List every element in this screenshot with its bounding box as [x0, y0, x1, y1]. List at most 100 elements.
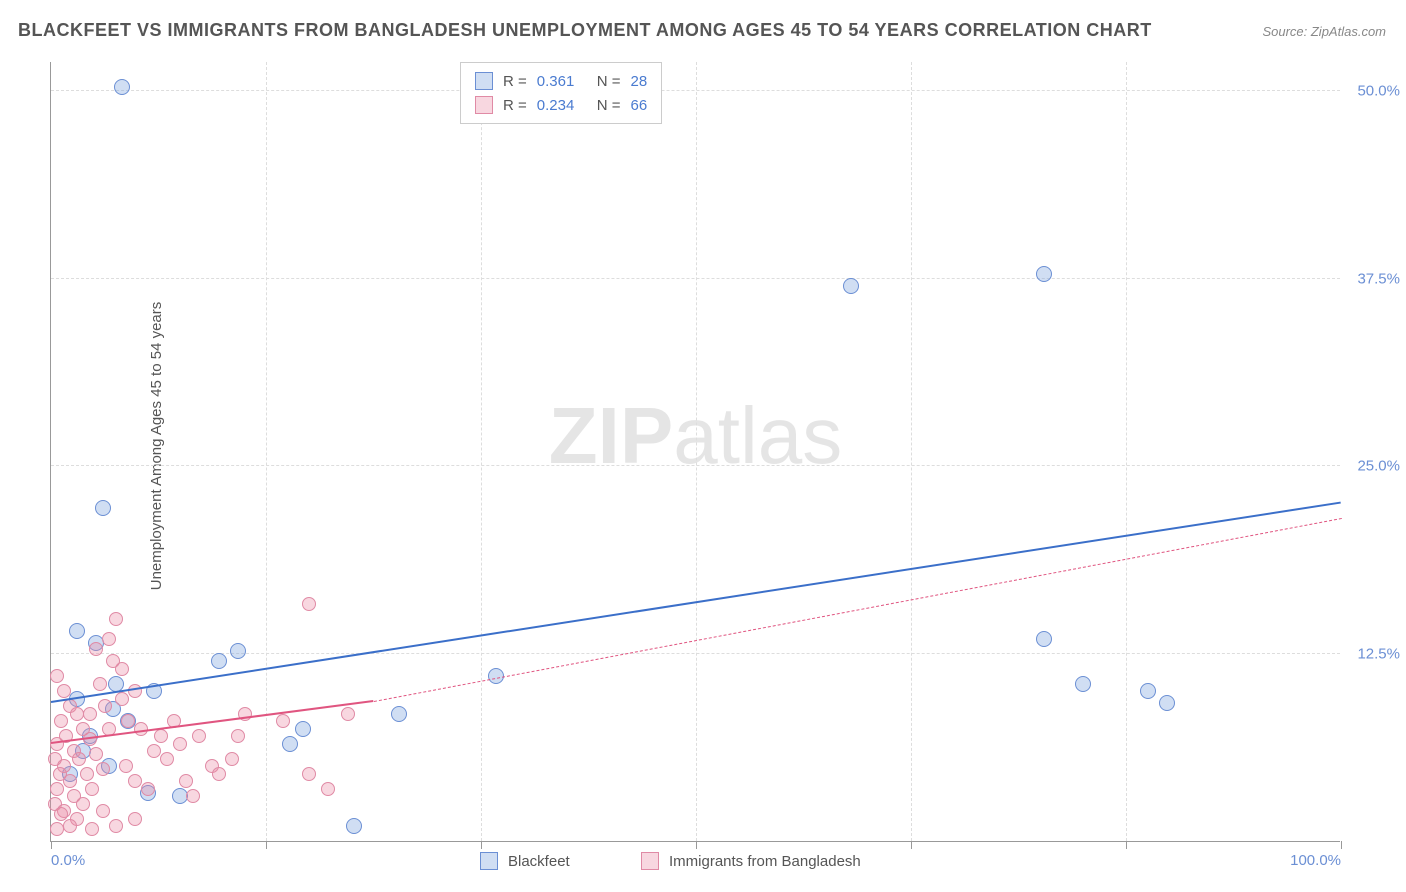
scatter-point [54, 714, 68, 728]
x-tick [481, 841, 482, 849]
r-label: R = [503, 73, 527, 90]
scatter-point [141, 782, 155, 796]
legend-swatch [480, 852, 498, 870]
y-tick-label: 50.0% [1345, 83, 1400, 100]
scatter-point [173, 737, 187, 751]
scatter-point [114, 79, 130, 95]
r-value: 0.361 [537, 73, 587, 90]
scatter-point [212, 767, 226, 781]
y-tick-label: 25.0% [1345, 458, 1400, 475]
scatter-point [231, 729, 245, 743]
scatter-point [128, 684, 142, 698]
plot-area: ZIPatlas 12.5%25.0%37.5%50.0%0.0%100.0% [50, 62, 1340, 842]
scatter-point [72, 752, 86, 766]
scatter-point [54, 807, 68, 821]
scatter-point [1159, 695, 1175, 711]
x-tick [51, 841, 52, 849]
scatter-point [63, 774, 77, 788]
scatter-point [186, 789, 200, 803]
y-tick-label: 12.5% [1345, 645, 1400, 662]
x-tick [1126, 841, 1127, 849]
scatter-point [109, 612, 123, 626]
scatter-point [50, 822, 64, 836]
gridline-v [1126, 62, 1127, 841]
scatter-point [89, 747, 103, 761]
scatter-point [1036, 266, 1052, 282]
scatter-point [57, 684, 71, 698]
legend-row: R = 0.361 N = 28 [475, 69, 647, 93]
scatter-point [192, 729, 206, 743]
scatter-point [302, 767, 316, 781]
legend-swatch [641, 852, 659, 870]
scatter-point [302, 597, 316, 611]
gridline-v [266, 62, 267, 841]
scatter-point [843, 278, 859, 294]
scatter-point [391, 706, 407, 722]
scatter-point [276, 714, 290, 728]
scatter-point [1140, 683, 1156, 699]
r-value: 0.234 [537, 97, 587, 114]
n-value: 28 [631, 73, 648, 90]
trend-line [373, 518, 1341, 702]
scatter-point [76, 797, 90, 811]
scatter-point [211, 653, 227, 669]
scatter-point [95, 500, 111, 516]
gridline-v [911, 62, 912, 841]
scatter-point [63, 819, 77, 833]
n-value: 66 [631, 97, 648, 114]
scatter-point [295, 721, 311, 737]
scatter-point [119, 759, 133, 773]
scatter-point [96, 762, 110, 776]
scatter-point [1036, 631, 1052, 647]
scatter-point [225, 752, 239, 766]
scatter-point [160, 752, 174, 766]
scatter-point [128, 812, 142, 826]
legend-label: Immigrants from Bangladesh [669, 853, 861, 870]
n-label: N = [597, 73, 621, 90]
scatter-point [179, 774, 193, 788]
correlation-legend: R =0.361N =28R =0.234N =66 [460, 62, 662, 124]
source-text: Source: ZipAtlas.com [1262, 24, 1386, 39]
x-tick [266, 841, 267, 849]
scatter-point [70, 707, 84, 721]
scatter-point [93, 677, 107, 691]
legend-swatch [475, 72, 493, 90]
scatter-point [83, 707, 97, 721]
scatter-point [102, 632, 116, 646]
scatter-point [147, 744, 161, 758]
scatter-point [341, 707, 355, 721]
scatter-point [98, 699, 112, 713]
scatter-point [106, 654, 120, 668]
series-legend-item: Immigrants from Bangladesh [641, 852, 861, 870]
scatter-point [1075, 676, 1091, 692]
gridline-v [481, 62, 482, 841]
gridline-v [696, 62, 697, 841]
scatter-point [230, 643, 246, 659]
series-legend-item: Blackfeet [480, 852, 570, 870]
scatter-point [96, 804, 110, 818]
chart-title: BLACKFEET VS IMMIGRANTS FROM BANGLADESH … [18, 20, 1152, 41]
y-tick-label: 37.5% [1345, 270, 1400, 287]
x-tick [1341, 841, 1342, 849]
legend-label: Blackfeet [508, 853, 570, 870]
scatter-point [85, 822, 99, 836]
scatter-point [154, 729, 168, 743]
scatter-point [321, 782, 335, 796]
scatter-point [69, 623, 85, 639]
legend-row: R =0.234N =66 [475, 93, 647, 117]
scatter-point [80, 767, 94, 781]
scatter-point [89, 642, 103, 656]
scatter-point [115, 692, 129, 706]
scatter-point [109, 819, 123, 833]
scatter-point [85, 782, 99, 796]
x-tick [696, 841, 697, 849]
scatter-point [50, 669, 64, 683]
scatter-point [121, 714, 135, 728]
x-tick-label: 100.0% [1290, 852, 1341, 869]
scatter-point [346, 818, 362, 834]
r-label: R = [503, 97, 527, 114]
scatter-point [282, 736, 298, 752]
scatter-point [128, 774, 142, 788]
x-tick-label: 0.0% [51, 852, 85, 869]
watermark-rest: atlas [673, 391, 842, 480]
